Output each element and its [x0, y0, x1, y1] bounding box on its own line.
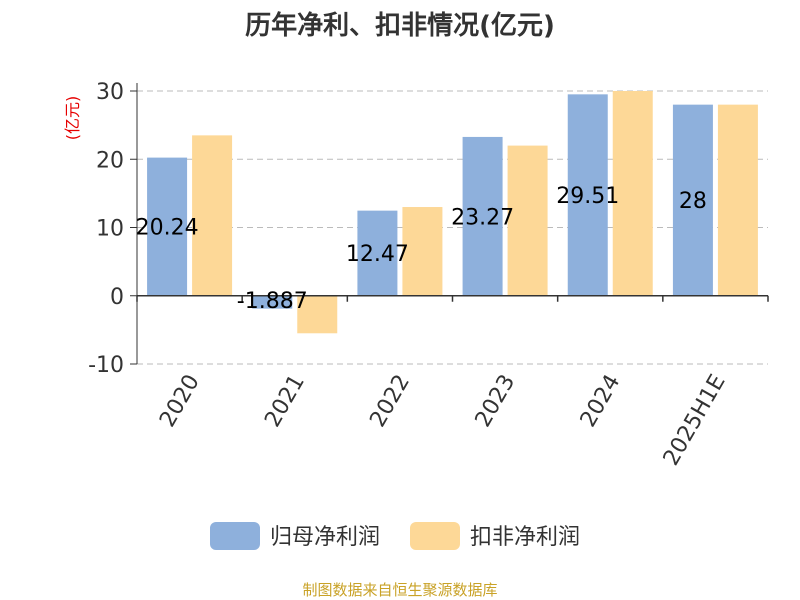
- bar: [462, 136, 503, 296]
- data-label: 12.47: [346, 242, 409, 267]
- source-note: 制图数据来自恒生聚源数据库: [302, 581, 497, 599]
- bar: [402, 207, 443, 296]
- data-label: 23.27: [451, 205, 514, 230]
- x-category-label: 2024: [576, 371, 626, 432]
- bar: [507, 145, 548, 296]
- y-tick-label: 10: [96, 217, 124, 242]
- bar: [147, 157, 188, 296]
- x-category-label: 2021: [260, 371, 310, 432]
- y-tick-label: 30: [96, 80, 124, 105]
- bar: [297, 295, 338, 334]
- y-tick-label: -10: [88, 353, 124, 378]
- data-label: 20.24: [136, 216, 199, 241]
- x-category-label: 2023: [471, 371, 521, 432]
- bar: [252, 295, 293, 309]
- legend-swatch-net-profit: [210, 522, 260, 550]
- bar: [672, 104, 713, 296]
- bar: [612, 91, 653, 296]
- data-label: 29.51: [556, 184, 619, 209]
- bar: [567, 94, 608, 296]
- bar: [192, 135, 233, 296]
- data-label: -1.887: [237, 289, 308, 314]
- data-labels: 20.24 -1.887 12.47 23.27 29.51 28: [136, 184, 707, 314]
- bars: [147, 91, 758, 334]
- legend: 归母净利润 扣非净利润: [210, 522, 580, 550]
- legend-swatch-deducted-profit: [410, 522, 460, 550]
- x-category-label: 2022: [365, 371, 415, 432]
- y-tick-label: 20: [96, 148, 124, 173]
- bar: [357, 210, 398, 296]
- x-axis-categories: 2020 2021 2022 2023 2024 2025H1E: [155, 371, 730, 470]
- legend-label-net-profit: 归母净利润: [270, 525, 380, 550]
- x-category-label: 2020: [155, 371, 205, 432]
- y-tick-label: 0: [110, 285, 124, 310]
- data-label: 28: [679, 189, 707, 214]
- grid-lines: [137, 90, 768, 365]
- y-axis-ticks: 30 20 10 0 -10: [88, 80, 137, 378]
- axes: [136, 83, 769, 364]
- bar: [717, 104, 758, 296]
- chart-title: 历年净利、扣非情况(亿元): [245, 10, 555, 41]
- x-category-label: 2025H1E: [659, 371, 731, 470]
- y-axis-unit: (亿元): [63, 96, 82, 141]
- legend-label-deducted-profit: 扣非净利润: [470, 525, 580, 550]
